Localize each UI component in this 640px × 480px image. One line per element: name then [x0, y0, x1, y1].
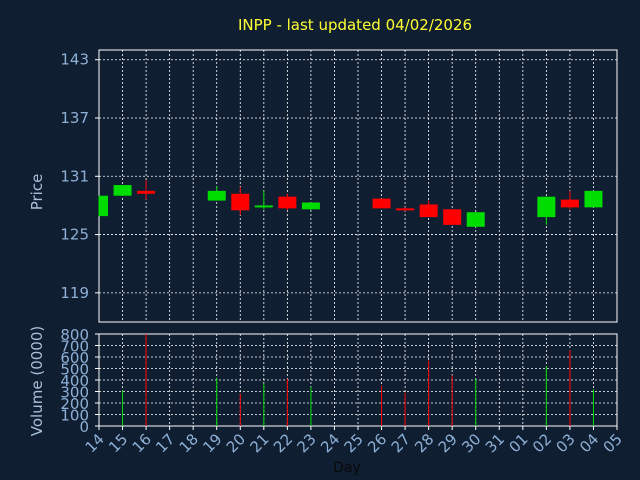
volume-axis-label: Volume (0000) — [28, 326, 46, 436]
candle-body — [254, 205, 273, 208]
chart-title: INPP - last updated 04/02/2026 — [238, 16, 472, 34]
candle-body — [419, 204, 438, 218]
candle-body — [372, 198, 391, 209]
candle-body — [278, 196, 297, 209]
x-axis-label: Day — [333, 460, 361, 476]
volume-tick-label: 500 — [60, 361, 89, 379]
candle-body — [584, 190, 603, 208]
candle-body — [560, 199, 579, 208]
candle-body — [466, 212, 485, 227]
volume-tick-label: 400 — [60, 372, 89, 390]
candle-body — [207, 190, 226, 201]
price-tick-label: 125 — [60, 226, 89, 244]
price-tick-label: 131 — [60, 167, 89, 185]
volume-tick-label: 700 — [60, 338, 89, 356]
candle-body — [396, 208, 415, 211]
candle-body — [99, 195, 108, 217]
price-panel: 119 125 131 137 143 — [60, 49, 618, 323]
volume-tick-label: 100 — [60, 407, 89, 425]
candle-body — [443, 209, 462, 225]
candle-body — [537, 196, 556, 218]
candle-body — [301, 202, 320, 210]
price-tick-label: 143 — [60, 51, 89, 69]
price-axis-label: Price — [28, 174, 46, 211]
volume-tick-label: 0 — [79, 418, 89, 436]
price-tick-label: 119 — [60, 284, 89, 302]
volume-tick-label: 600 — [60, 349, 89, 367]
candle-body — [113, 185, 132, 196]
volume-tick-label: 800 — [60, 326, 89, 344]
volume-tick-label: 200 — [60, 395, 89, 413]
candle-body — [231, 193, 250, 211]
volume-tick-label: 300 — [60, 384, 89, 402]
candle-body — [137, 190, 156, 194]
price-tick-label: 137 — [60, 109, 89, 127]
